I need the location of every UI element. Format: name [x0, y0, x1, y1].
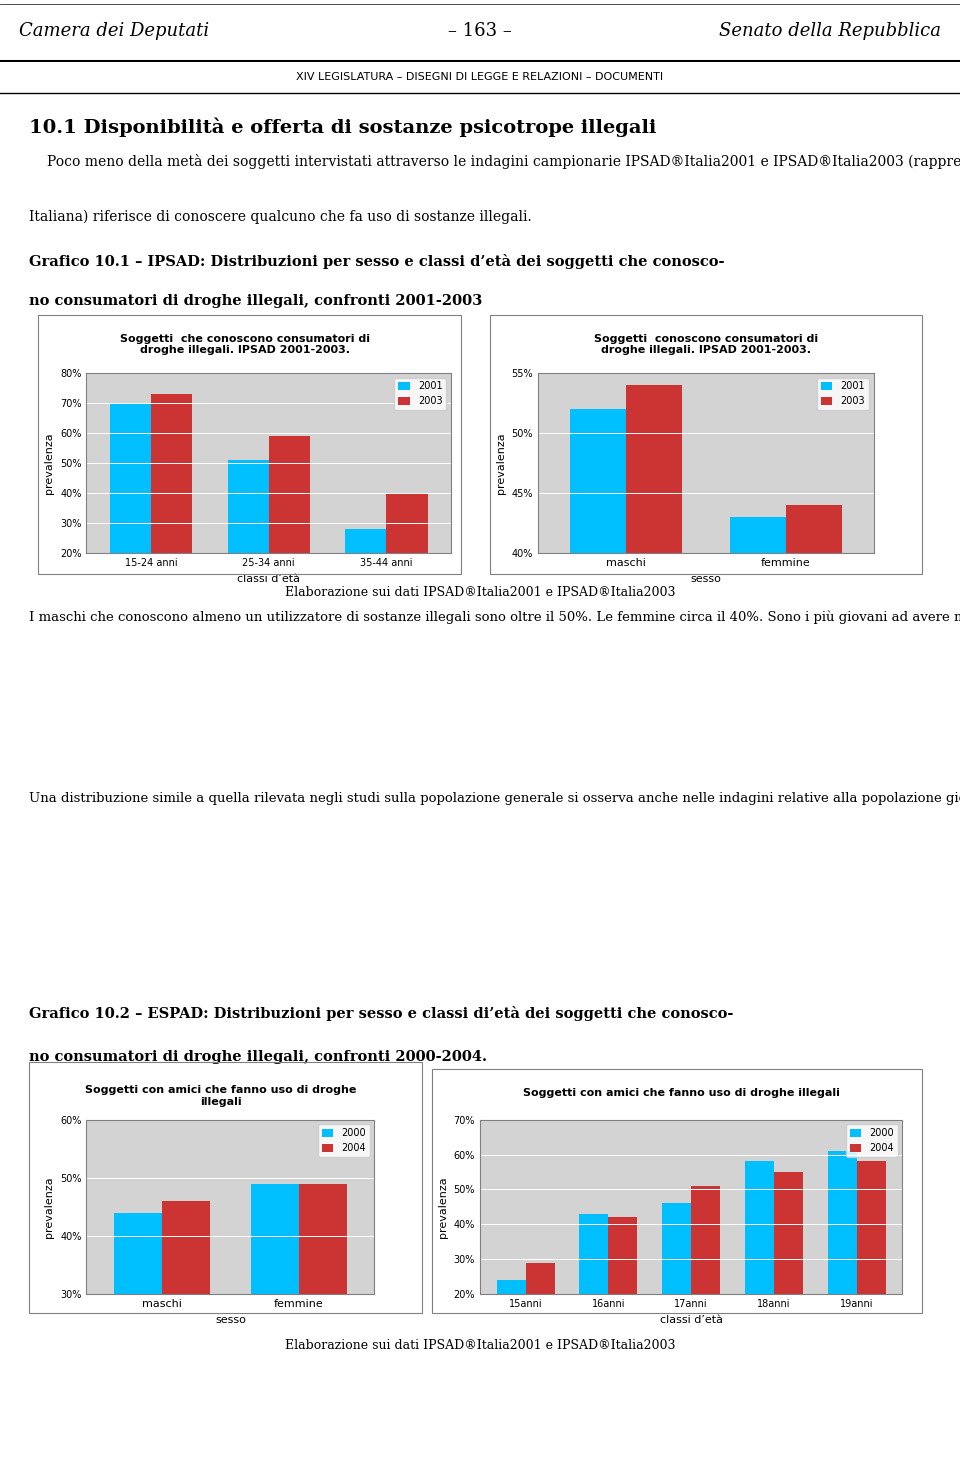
Text: Elaborazione sui dati IPSAD®Italia2001 e IPSAD®Italia2003: Elaborazione sui dati IPSAD®Italia2001 e…: [285, 586, 675, 599]
X-axis label: classi d’età: classi d’età: [237, 574, 300, 584]
Bar: [299, 1183, 347, 1469]
Bar: [151, 393, 192, 614]
Bar: [162, 1201, 210, 1469]
Bar: [569, 408, 626, 1034]
Bar: [691, 1186, 720, 1364]
Bar: [730, 518, 785, 1034]
Legend: 2000, 2004: 2000, 2004: [318, 1124, 370, 1157]
Text: no consumatori di droghe illegali, confronti 2000-2004.: no consumatori di droghe illegali, confr…: [29, 1050, 487, 1065]
Text: Grafico 10.1 – IPSAD: Distribuzioni per sesso e classi d’età dei soggetti che co: Grafico 10.1 – IPSAD: Distribuzioni per …: [29, 254, 724, 269]
Bar: [626, 385, 682, 1034]
Text: no consumatori di droghe illegali, confronti 2001-2003: no consumatori di droghe illegali, confr…: [29, 294, 482, 308]
Y-axis label: prevalenza: prevalenza: [44, 1176, 55, 1238]
Bar: [662, 1204, 691, 1364]
Text: Una distribuzione simile a quella rilevata negli studi sulla popolazione general: Una distribuzione simile a quella rileva…: [29, 791, 960, 805]
Bar: [857, 1161, 886, 1364]
Bar: [269, 436, 310, 614]
Bar: [745, 1161, 774, 1364]
Text: Soggetti con amici che fanno uso di droghe illegali: Soggetti con amici che fanno uso di drog…: [523, 1089, 840, 1097]
Bar: [580, 1214, 609, 1364]
Legend: 2000, 2004: 2000, 2004: [846, 1124, 898, 1157]
Text: Soggetti  che conoscono consumatori di
droghe illegali. IPSAD 2001-2003.: Soggetti che conoscono consumatori di dr…: [120, 334, 370, 355]
Bar: [251, 1183, 299, 1469]
Text: Soggetti  conoscono consumatori di
droghe illegali. IPSAD 2001-2003.: Soggetti conoscono consumatori di droghe…: [593, 334, 818, 355]
X-axis label: sesso: sesso: [215, 1315, 246, 1325]
Text: 10.1 Disponibilità e offerta di sostanze psicotrope illegali: 10.1 Disponibilità e offerta di sostanze…: [29, 117, 657, 138]
Text: Camera dei Deputati: Camera dei Deputati: [19, 22, 209, 40]
Legend: 2001, 2003: 2001, 2003: [395, 377, 446, 410]
Text: Soggetti con amici che fanno uso di droghe
illegali: Soggetti con amici che fanno uso di drog…: [85, 1086, 356, 1106]
Text: Senato della Repubblica: Senato della Repubblica: [719, 22, 941, 40]
Text: Grafico 10.2 – ESPAD: Distribuzioni per sesso e classi di’età dei soggetti che c: Grafico 10.2 – ESPAD: Distribuzioni per …: [29, 1006, 733, 1021]
Bar: [525, 1263, 555, 1364]
X-axis label: classi d’età: classi d’età: [660, 1315, 723, 1325]
Text: XIV LEGISLATURA – DISEGNI DI LEGGE E RELAZIONI – DOCUMENTI: XIV LEGISLATURA – DISEGNI DI LEGGE E REL…: [297, 72, 663, 81]
Bar: [828, 1151, 857, 1364]
Y-axis label: prevalenza: prevalenza: [495, 432, 506, 494]
Text: Poco meno della metà dei soggetti intervistati attraverso le indagini campionari: Poco meno della metà dei soggetti interv…: [47, 154, 960, 169]
Text: Elaborazione sui dati IPSAD®Italia2001 e IPSAD®Italia2003: Elaborazione sui dati IPSAD®Italia2001 e…: [285, 1340, 675, 1352]
Bar: [496, 1281, 525, 1364]
Text: Italiana) riferisce di conoscere qualcuno che fa uso di sostanze illegali.: Italiana) riferisce di conoscere qualcun…: [29, 209, 532, 223]
Y-axis label: prevalenza: prevalenza: [438, 1176, 448, 1238]
Bar: [228, 460, 269, 614]
Text: – 163 –: – 163 –: [448, 22, 512, 40]
Bar: [114, 1213, 162, 1469]
Bar: [609, 1217, 637, 1364]
Bar: [774, 1171, 803, 1364]
Bar: [785, 504, 842, 1034]
Bar: [387, 493, 427, 614]
Y-axis label: prevalenza: prevalenza: [44, 432, 55, 494]
Bar: [110, 402, 151, 614]
Bar: [346, 529, 387, 614]
Text: I maschi che conoscono almeno un utilizzatore di sostanze illegali sono oltre il: I maschi che conoscono almeno un utilizz…: [29, 611, 960, 624]
X-axis label: sesso: sesso: [690, 574, 721, 584]
Legend: 2001, 2003: 2001, 2003: [817, 377, 869, 410]
